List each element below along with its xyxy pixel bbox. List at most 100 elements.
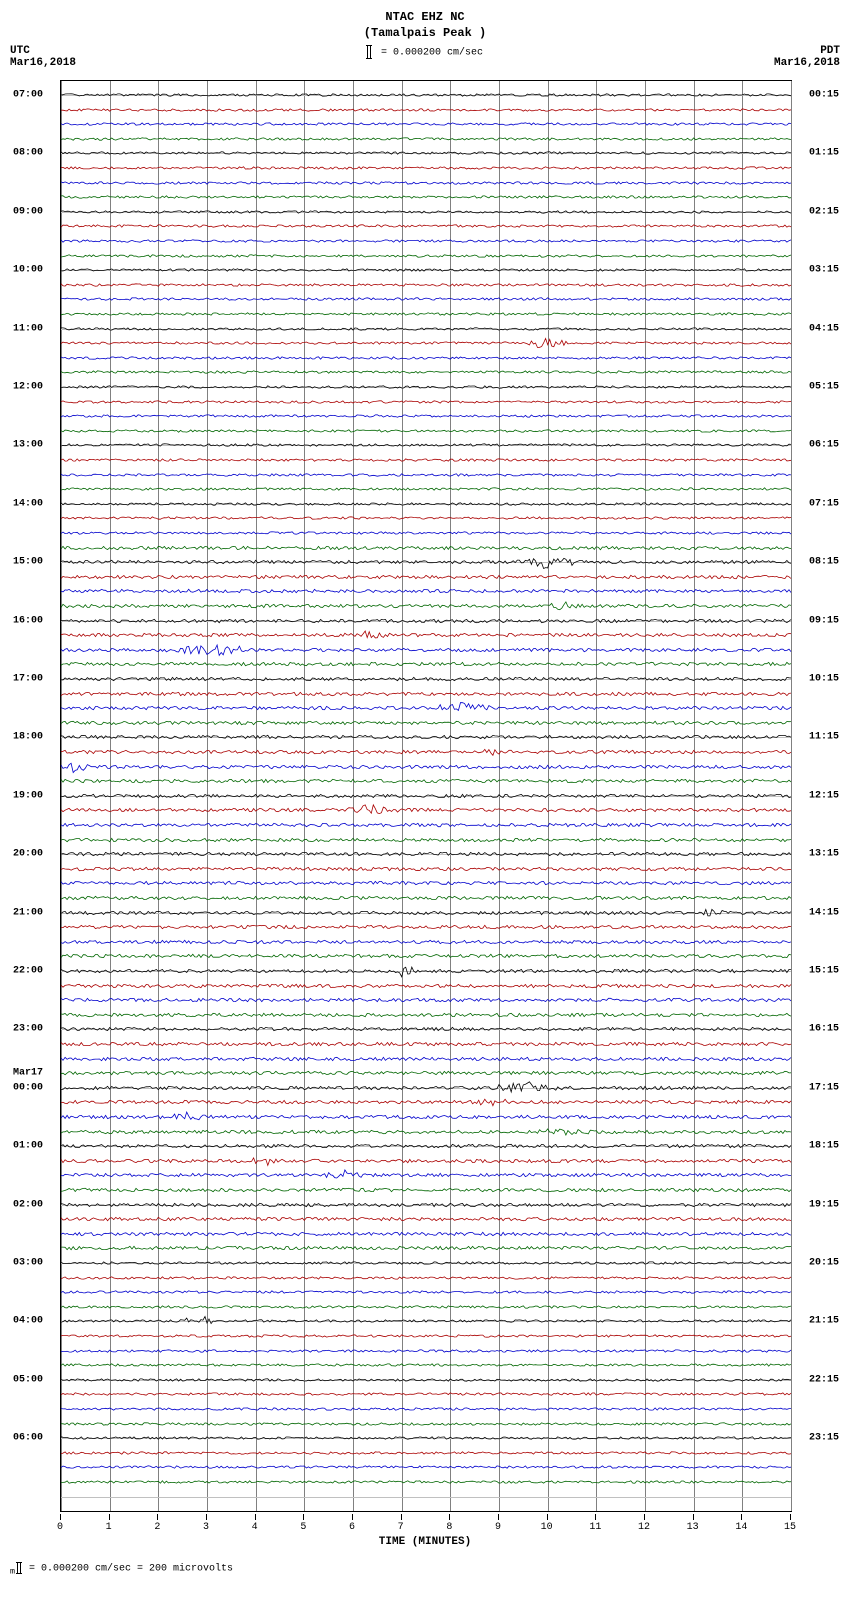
utc-time-label: 07:00	[13, 90, 43, 101]
utc-time-label: 08:00	[13, 148, 43, 159]
x-tick-label: 15	[784, 1522, 796, 1533]
utc-time-label: 16:00	[13, 615, 43, 626]
x-tick-label: 5	[300, 1522, 306, 1533]
utc-time-label: 01:00	[13, 1141, 43, 1152]
header: NTAC EHZ NC (Tamalpais Peak ) = 0.000200…	[10, 10, 840, 80]
utc-time-label: 22:00	[13, 966, 43, 977]
x-tick	[401, 1514, 402, 1520]
tz-right-label: PDT	[774, 45, 840, 57]
footer: m = 0.000200 cm/sec = 200 microvolts	[10, 1562, 840, 1577]
x-tick-label: 3	[203, 1522, 209, 1533]
x-tick-label: 13	[687, 1522, 699, 1533]
tz-left-label: UTC	[10, 45, 76, 57]
pdt-time-label: 10:15	[809, 674, 839, 685]
station-code: NTAC EHZ NC	[10, 10, 840, 26]
pdt-time-label: 02:15	[809, 206, 839, 217]
pdt-time-label: 00:15	[809, 90, 839, 101]
utc-time-label: 10:00	[13, 265, 43, 276]
x-axis: TIME (MINUTES) 0123456789101112131415	[60, 1514, 790, 1554]
pdt-time-label: 23:15	[809, 1433, 839, 1444]
x-tick	[741, 1514, 742, 1520]
plot-wrap: 07:0008:0009:0010:0011:0012:0013:0014:00…	[60, 80, 790, 1554]
utc-time-label: 06:00	[13, 1433, 43, 1444]
x-tick	[790, 1514, 791, 1520]
x-tick	[595, 1514, 596, 1520]
utc-time-label: 15:00	[13, 557, 43, 568]
tz-left: UTC Mar16,2018	[10, 45, 76, 69]
pdt-time-label: 04:15	[809, 323, 839, 334]
pdt-time-label: 07:15	[809, 498, 839, 509]
tz-left-date: Mar16,2018	[10, 57, 76, 69]
x-tick	[644, 1514, 645, 1520]
utc-time-label: 21:00	[13, 907, 43, 918]
pdt-time-label: 14:15	[809, 907, 839, 918]
x-tick	[449, 1514, 450, 1520]
utc-date-marker: Mar17	[13, 1068, 43, 1079]
utc-time-label: 05:00	[13, 1374, 43, 1385]
scale-indicator: = 0.000200 cm/sec	[10, 45, 840, 59]
pdt-time-label: 22:15	[809, 1374, 839, 1385]
utc-time-label: 14:00	[13, 498, 43, 509]
utc-time-label: 11:00	[13, 323, 43, 334]
pdt-time-label: 03:15	[809, 265, 839, 276]
pdt-time-label: 09:15	[809, 615, 839, 626]
pdt-time-label: 19:15	[809, 1199, 839, 1210]
station-location: (Tamalpais Peak )	[10, 26, 840, 42]
x-tick-label: 2	[154, 1522, 160, 1533]
utc-time-label: 23:00	[13, 1024, 43, 1035]
utc-time-label: 12:00	[13, 382, 43, 393]
x-tick	[693, 1514, 694, 1520]
utc-time-label: 18:00	[13, 732, 43, 743]
trace-row	[61, 1467, 791, 1497]
x-tick	[206, 1514, 207, 1520]
x-tick	[303, 1514, 304, 1520]
x-tick-label: 0	[57, 1522, 63, 1533]
x-axis-title: TIME (MINUTES)	[60, 1514, 790, 1548]
title-block: NTAC EHZ NC (Tamalpais Peak )	[10, 10, 840, 41]
pdt-time-label: 18:15	[809, 1141, 839, 1152]
utc-time-label: 09:00	[13, 206, 43, 217]
utc-time-label: 13:00	[13, 440, 43, 451]
pdt-time-label: 12:15	[809, 790, 839, 801]
pdt-time-label: 06:15	[809, 440, 839, 451]
x-tick	[157, 1514, 158, 1520]
x-tick	[255, 1514, 256, 1520]
utc-time-label: 04:00	[13, 1316, 43, 1327]
grid-vertical	[791, 81, 792, 1511]
utc-time-label: 00:00	[13, 1082, 43, 1093]
x-tick-label: 7	[398, 1522, 404, 1533]
x-tick-label: 6	[349, 1522, 355, 1533]
x-tick	[498, 1514, 499, 1520]
seismogram-container: NTAC EHZ NC (Tamalpais Peak ) = 0.000200…	[10, 10, 840, 1577]
x-tick-label: 1	[106, 1522, 112, 1533]
x-tick	[109, 1514, 110, 1520]
scale-bar-icon	[367, 45, 371, 59]
pdt-time-label: 21:15	[809, 1316, 839, 1327]
x-tick	[352, 1514, 353, 1520]
pdt-time-label: 01:15	[809, 148, 839, 159]
footer-sub: m	[10, 1567, 15, 1577]
pdt-time-label: 05:15	[809, 382, 839, 393]
footer-text: = 0.000200 cm/sec = 200 microvolts	[29, 1564, 233, 1575]
x-tick-label: 12	[638, 1522, 650, 1533]
seismogram-plot: 07:0008:0009:0010:0011:0012:0013:0014:00…	[60, 80, 792, 1512]
scale-text: = 0.000200 cm/sec	[381, 48, 483, 59]
pdt-time-label: 17:15	[809, 1082, 839, 1093]
x-tick	[60, 1514, 61, 1520]
x-tick-label: 8	[446, 1522, 452, 1533]
pdt-time-label: 11:15	[809, 732, 839, 743]
utc-time-label: 20:00	[13, 849, 43, 860]
tz-right: PDT Mar16,2018	[774, 45, 840, 69]
utc-time-label: 17:00	[13, 674, 43, 685]
x-tick	[547, 1514, 548, 1520]
pdt-time-label: 08:15	[809, 557, 839, 568]
x-tick-label: 10	[541, 1522, 553, 1533]
x-tick-label: 14	[735, 1522, 747, 1533]
footer-scale-bar-icon	[17, 1562, 21, 1574]
x-tick-label: 4	[252, 1522, 258, 1533]
utc-time-label: 03:00	[13, 1258, 43, 1269]
x-tick-label: 11	[589, 1522, 601, 1533]
utc-time-label: 02:00	[13, 1199, 43, 1210]
x-tick-label: 9	[495, 1522, 501, 1533]
utc-time-label: 19:00	[13, 790, 43, 801]
